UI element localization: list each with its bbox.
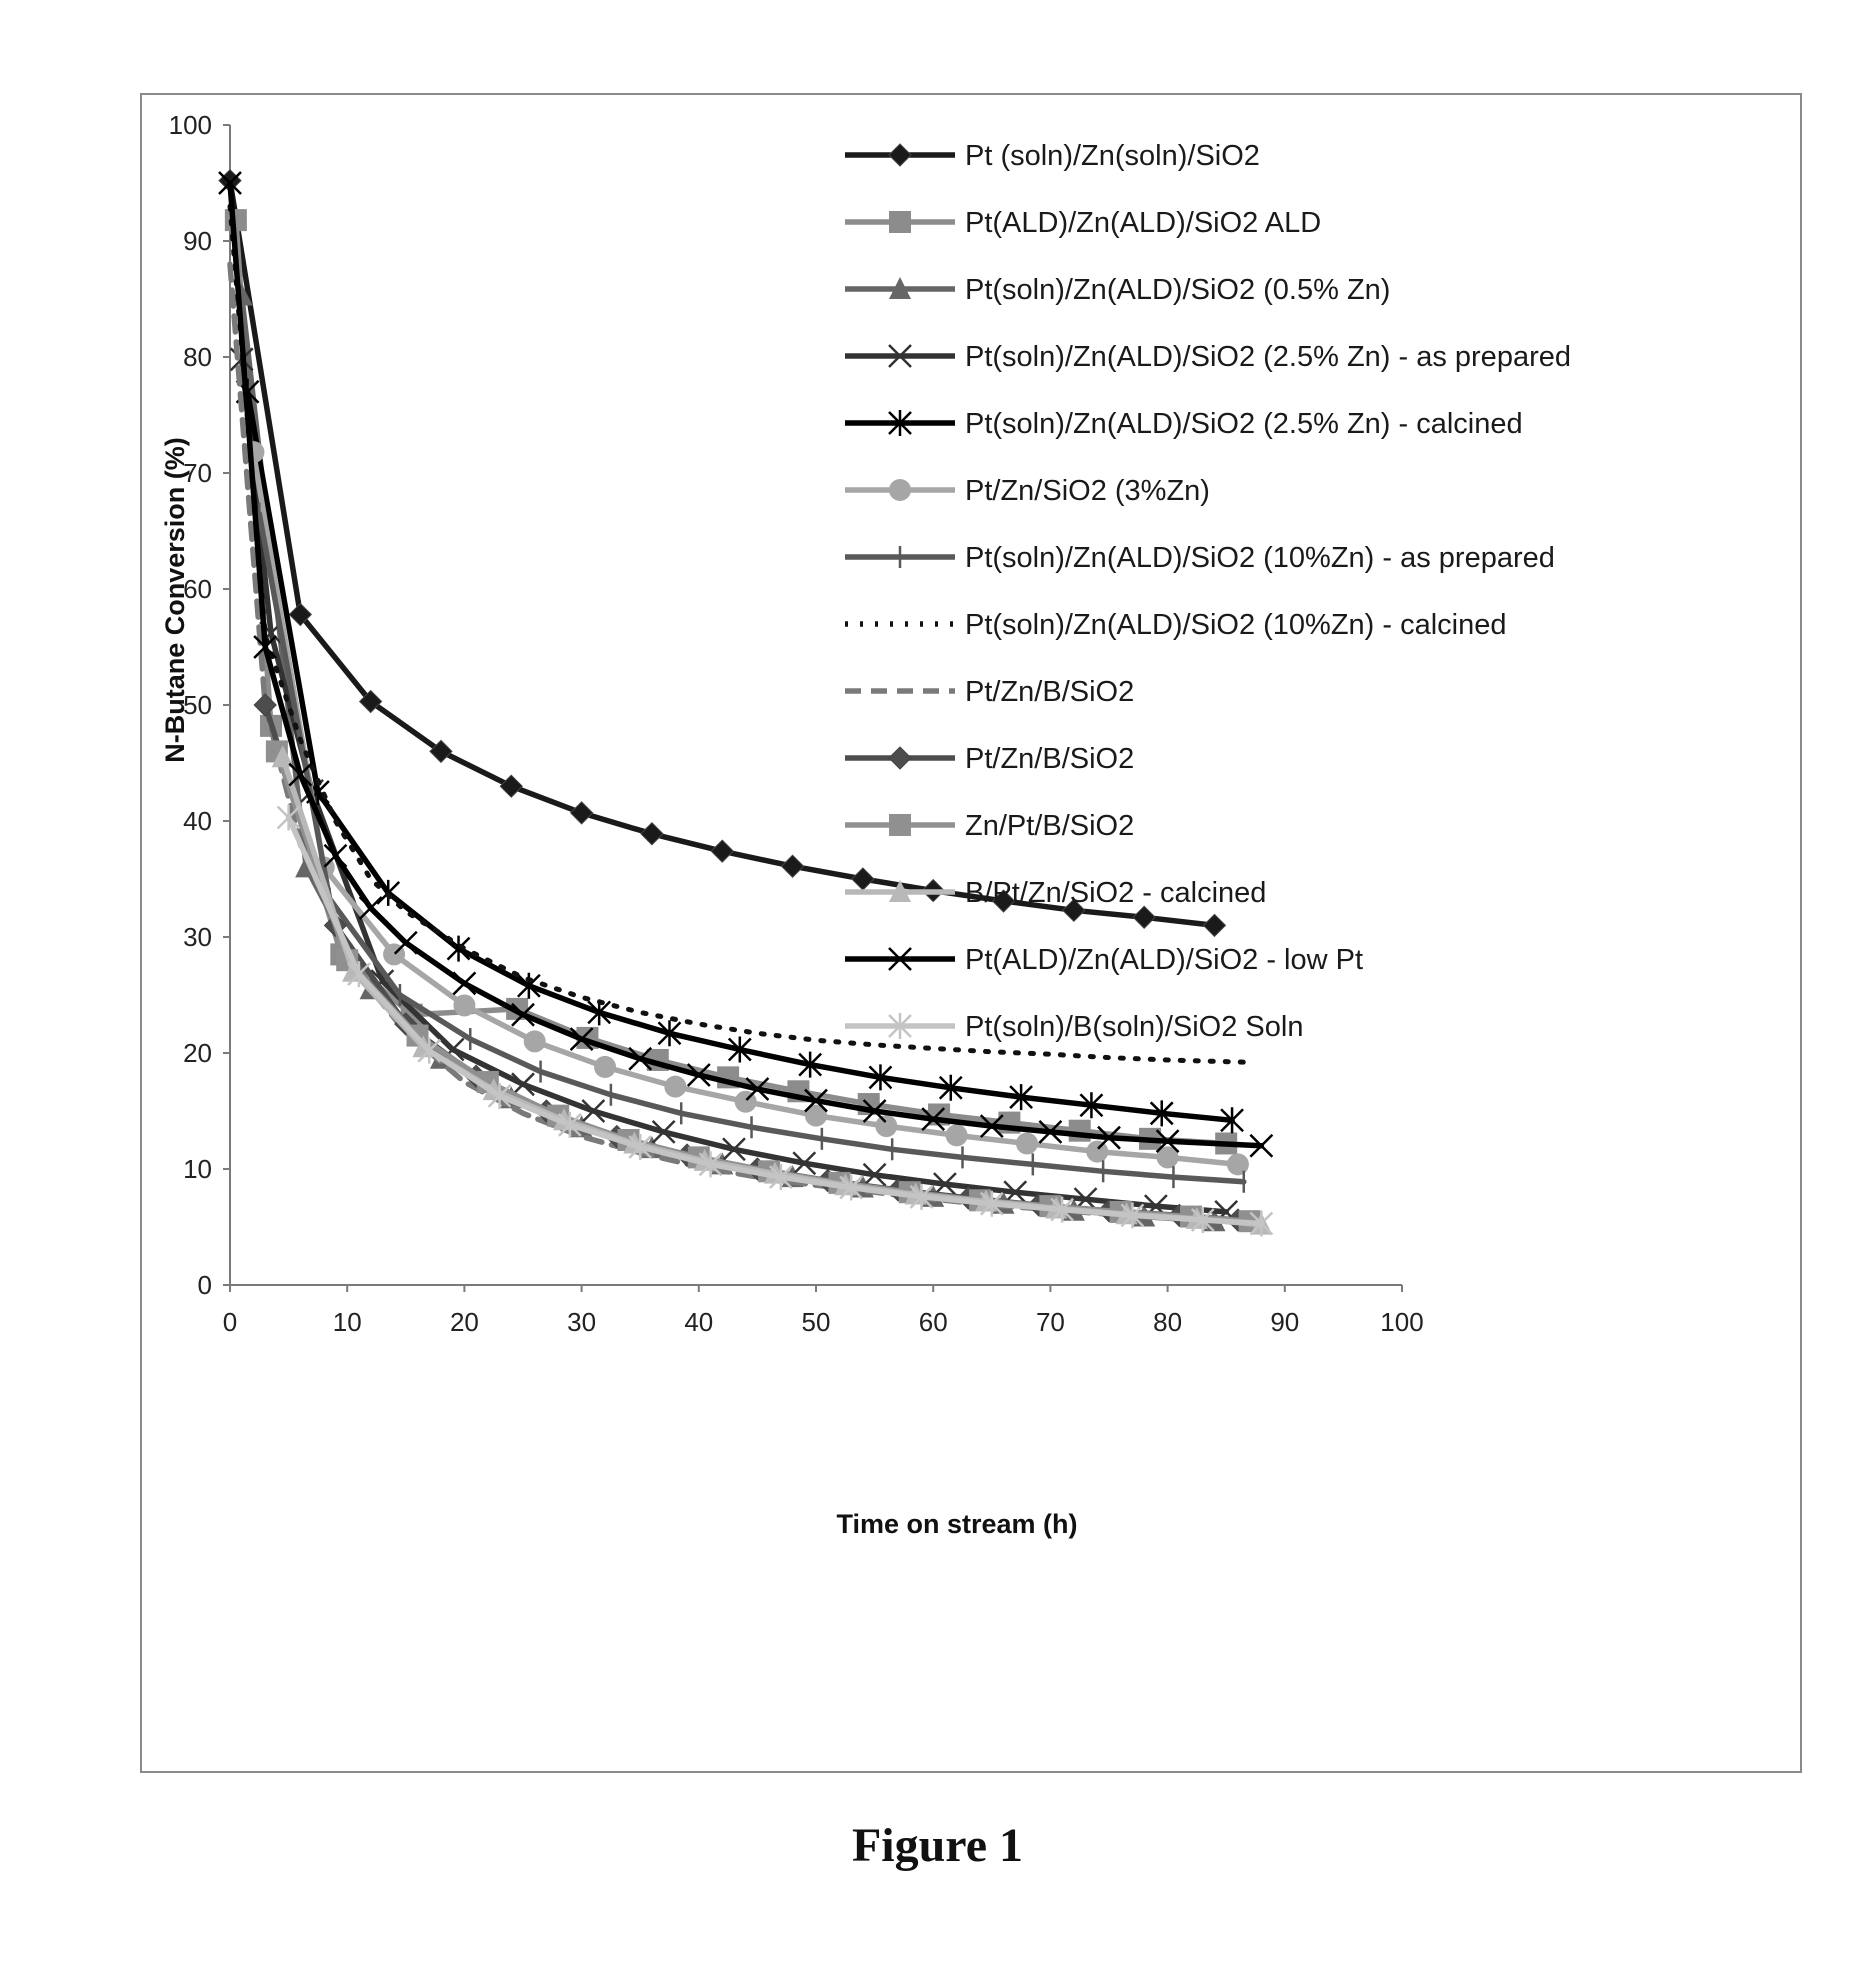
- legend: Pt (soln)/Zn(soln)/SiO2 Pt(ALD)/Zn(ALD)/S…: [845, 140, 1571, 1043]
- x-tick-label: 60: [919, 1307, 948, 1337]
- figure-caption: Figure 1: [0, 1818, 1875, 1873]
- legend-item: Pt(soln)/Zn(ALD)/SiO2 (10%Zn) - calcined: [845, 609, 1507, 641]
- x-tick-label: 90: [1270, 1307, 1299, 1337]
- legend-marker: [889, 144, 911, 166]
- y-tick-label: 90: [183, 226, 212, 256]
- data-point: [1086, 1141, 1108, 1163]
- y-tick-label: 30: [183, 922, 212, 952]
- legend-label: Pt/Zn/B/SiO2: [965, 676, 1134, 708]
- data-point: [524, 1030, 546, 1052]
- data-point: [782, 855, 804, 877]
- y-axis-title: N-Butane Conversion (%): [160, 437, 190, 763]
- y-tick-label: 40: [183, 806, 212, 836]
- legend-item: Pt(ALD)/Zn(ALD)/SiO2 - low Pt: [845, 944, 1363, 976]
- data-point: [453, 994, 475, 1016]
- legend-label: Pt(soln)/Zn(ALD)/SiO2 (10%Zn) - calcined: [965, 609, 1507, 641]
- x-tick-label: 20: [450, 1307, 479, 1337]
- legend-item: Pt/Zn/B/SiO2: [845, 676, 1134, 708]
- chart-frame: 0102030405060708090100010203040506070809…: [140, 93, 1802, 1773]
- data-point: [1227, 1153, 1249, 1175]
- data-point: [1016, 1132, 1038, 1154]
- data-point: [360, 897, 382, 919]
- data-point: [711, 840, 733, 862]
- legend-item: Pt(soln)/Zn(ALD)/SiO2 (10%Zn) - as prepa…: [845, 542, 1555, 574]
- legend-label: Pt/Zn/SiO2 (3%Zn): [965, 475, 1210, 507]
- legend-label: B/Pt/Zn/SiO2 - calcined: [965, 877, 1266, 909]
- data-point: [1069, 1120, 1091, 1142]
- legend-label: Pt(soln)/B(soln)/SiO2 Soln: [965, 1011, 1303, 1043]
- y-tick-label: 20: [183, 1038, 212, 1068]
- legend-label: Zn/Pt/B/SiO2: [965, 810, 1134, 842]
- x-tick-label: 40: [684, 1307, 713, 1337]
- x-tick-label: 10: [333, 1307, 362, 1337]
- legend-marker: [889, 211, 911, 233]
- legend-marker: [889, 814, 911, 836]
- legend-item: Pt(soln)/Zn(ALD)/SiO2 (2.5% Zn) - as pre…: [845, 341, 1571, 373]
- x-tick-label: 80: [1153, 1307, 1182, 1337]
- line-chart: 0102030405060708090100010203040506070809…: [142, 95, 1800, 1771]
- legend-item: Pt(soln)/Zn(ALD)/SiO2 (2.5% Zn) - calcin…: [845, 408, 1523, 440]
- legend-item: B/Pt/Zn/SiO2 - calcined: [845, 877, 1266, 909]
- data-point: [453, 972, 475, 994]
- legend-item: Pt/Zn/SiO2 (3%Zn): [845, 475, 1210, 507]
- x-axis-title: Time on stream (h): [836, 1509, 1077, 1539]
- data-point: [946, 1124, 968, 1146]
- y-tick-label: 10: [183, 1154, 212, 1184]
- y-tick-label: 100: [169, 110, 212, 140]
- legend-marker: [889, 479, 911, 501]
- legend-item: Zn/Pt/B/SiO2: [845, 810, 1134, 842]
- legend-label: Pt(ALD)/Zn(ALD)/SiO2 ALD: [965, 207, 1321, 239]
- legend-label: Pt(soln)/Zn(ALD)/SiO2 (0.5% Zn): [965, 274, 1390, 306]
- x-tick-label: 0: [223, 1307, 237, 1337]
- data-point: [395, 932, 417, 954]
- x-tick-label: 70: [1036, 1307, 1065, 1337]
- data-point: [500, 775, 522, 797]
- legend-marker: [889, 747, 911, 769]
- legend-item: Pt (soln)/Zn(soln)/SiO2: [845, 140, 1260, 172]
- legend-label: Pt/Zn/B/SiO2: [965, 743, 1134, 775]
- legend-item: Pt/Zn/B/SiO2: [845, 743, 1134, 775]
- data-point: [1133, 906, 1155, 928]
- legend-item: Pt(ALD)/Zn(ALD)/SiO2 ALD: [845, 207, 1321, 239]
- legend-label: Pt (soln)/Zn(soln)/SiO2: [965, 140, 1260, 172]
- data-point: [664, 1076, 686, 1098]
- x-tick-label: 50: [802, 1307, 831, 1337]
- data-point: [594, 1056, 616, 1078]
- y-tick-label: 80: [183, 342, 212, 372]
- legend-item: Pt(soln)/Zn(ALD)/SiO2 (0.5% Zn): [845, 274, 1390, 306]
- data-point: [875, 1115, 897, 1137]
- legend-label: Pt(ALD)/Zn(ALD)/SiO2 - low Pt: [965, 944, 1363, 976]
- x-tick-label: 100: [1380, 1307, 1423, 1337]
- y-tick-label: 0: [198, 1270, 212, 1300]
- series-13: [219, 172, 1272, 1157]
- legend-label: Pt(soln)/Zn(ALD)/SiO2 (10%Zn) - as prepa…: [965, 542, 1555, 574]
- data-point: [254, 694, 276, 716]
- x-tick-label: 30: [567, 1307, 596, 1337]
- data-point: [1203, 914, 1225, 936]
- legend-item: Pt(soln)/B(soln)/SiO2 Soln: [845, 1011, 1303, 1043]
- legend-label: Pt(soln)/Zn(ALD)/SiO2 (2.5% Zn) - calcin…: [965, 408, 1523, 440]
- data-point: [852, 868, 874, 890]
- data-point: [641, 823, 663, 845]
- legend-label: Pt(soln)/Zn(ALD)/SiO2 (2.5% Zn) - as pre…: [965, 341, 1571, 373]
- data-point: [571, 802, 593, 824]
